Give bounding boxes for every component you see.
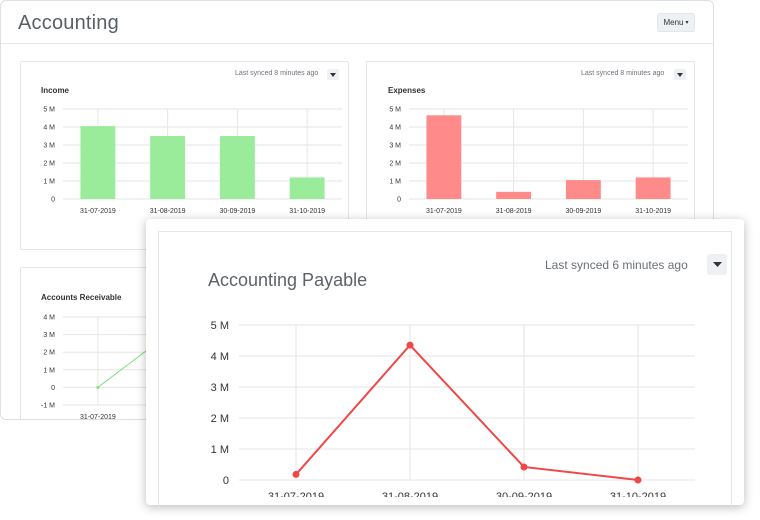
y-tick-label: 1 M [211,444,229,456]
income-chart: 0 1 M 2 M 3 M 4 M 5 M 31-07-2019 31-08-2019 30-0… [43,106,342,215]
bar [80,126,116,199]
expenses-sync-status: Last synced 8 minutes ago [581,70,665,77]
payable-card: Accounting Payable Last synced 6 minutes… [146,219,744,511]
y-tick-label: 0 [51,385,55,392]
bar [426,115,462,199]
y-tick-label: 5 M [211,320,229,332]
y-tick-label: 4 M [211,351,229,363]
y-tick-label: 3 M [211,382,229,394]
x-tick-label: 31-10-2019 [635,208,671,215]
page-title: Accounting [18,12,119,34]
expenses-card: Expenses Last synced 8 minutes ago 0 1 M 2… [366,61,695,221]
bar [289,177,325,199]
expenses-title: Expenses [388,86,426,95]
x-tick-label: 30-09-2019 [219,208,255,215]
y-tick-label: 2 M [43,350,55,357]
caret-down-icon: ▾ [685,20,689,26]
bar [496,191,532,199]
payable-card-inner: Accounting Payable Last synced 6 minutes… [158,231,732,511]
y-tick-label: 2 M [43,160,55,167]
series-line [295,343,639,481]
menu-button-label: Menu [663,18,684,27]
data-point [292,470,300,478]
caret-down-icon [712,262,722,267]
caret-down-icon [677,72,683,77]
data-point [634,476,642,484]
income-title: Income [41,86,70,95]
data-point [520,463,528,471]
menu-button[interactable]: Menu ▾ [657,13,695,32]
x-tick-label: 31-07-2019 [426,208,462,215]
y-tick-label: 4 M [389,124,401,131]
income-sync-dropdown[interactable] [327,69,339,80]
caret-down-icon [330,72,336,77]
bar [565,180,601,199]
payable-sync-status: Last synced 6 minutes ago [545,258,688,272]
x-tick-label: 31-08-2019 [150,208,186,215]
income-sync-status: Last synced 8 minutes ago [235,70,319,77]
x-tick-label: 31-08-2019 [382,491,438,497]
y-tick-label: 3 M [43,332,55,339]
app-header: Accounting Menu ▾ [1,1,713,44]
x-tick-label: 31-10-2019 [610,491,666,497]
y-tick-label: 3 M [43,142,55,149]
y-tick-label: 3 M [389,142,401,149]
x-tick-label: 31-07-2019 [80,414,116,420]
payable-sync-dropdown[interactable] [707,254,727,275]
bar [150,136,186,199]
y-tick-label: 0 [51,196,55,203]
y-tick-label: 4 M [43,124,55,131]
y-tick-label: 5 M [43,106,55,113]
data-point [406,341,414,349]
y-tick-label: 2 M [389,160,401,167]
x-tick-label: 30-09-2019 [496,491,552,497]
x-tick-label: 31-08-2019 [496,208,532,215]
y-tick-label: 4 M [43,314,55,321]
expenses-sync-dropdown[interactable] [674,69,686,80]
bar [219,136,255,199]
receivable-title: Accounts Receivable [41,293,122,302]
x-tick-label: 31-07-2019 [268,491,324,497]
x-tick-label: 31-10-2019 [289,208,325,215]
data-point [96,385,100,389]
bar [635,177,671,199]
y-tick-label: -1 M [41,402,55,409]
y-tick-label: 0 [397,196,401,203]
x-tick-label: 31-07-2019 [80,208,116,215]
x-tick-label: 30-09-2019 [565,208,601,215]
expenses-chart: 0 1 M 2 M 3 M 4 M 5 M 31-07-2019 31-08-2019 30-0… [389,106,688,215]
y-tick-label: 2 M [211,413,229,425]
y-tick-label: 5 M [389,106,401,113]
y-tick-label: 1 M [389,178,401,185]
payable-title: Accounting Payable [208,270,368,290]
y-tick-label: 1 M [43,178,55,185]
y-tick-label: 1 M [43,367,55,374]
y-tick-label: 0 [223,475,229,487]
payable-chart: 0 1 M 2 M 3 M 4 M 5 M 31-07-2019 31-08-2019 30-0… [211,320,695,497]
